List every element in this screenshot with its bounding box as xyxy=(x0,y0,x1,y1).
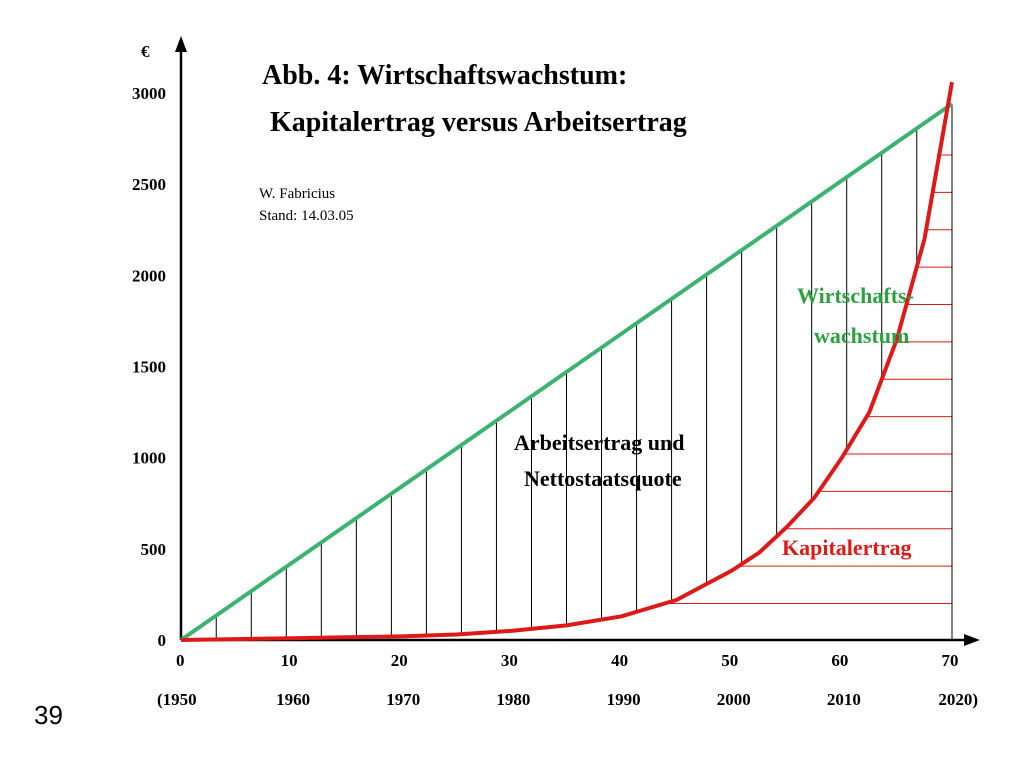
x-tick-label: 70 xyxy=(942,651,959,670)
x-year-label: (1950 xyxy=(157,690,197,709)
labor-label-line1: Arbeitsertrag und xyxy=(514,430,684,455)
capital-income-hatching xyxy=(664,103,953,640)
capital-label: Kapitalertrag xyxy=(782,535,912,560)
x-year-label: 1990 xyxy=(607,690,641,709)
x-tick-label: 0 xyxy=(176,651,185,670)
x-tick-label: 50 xyxy=(721,651,738,670)
y-tick-label: 0 xyxy=(158,631,167,650)
x-year-label: 2010 xyxy=(827,690,861,709)
x-year-label: 1970 xyxy=(386,690,420,709)
y-axis-arrow xyxy=(175,36,187,52)
capital-line xyxy=(180,81,954,642)
y-tick-label: 2000 xyxy=(132,266,166,285)
date-note: Stand: 14.03.05 xyxy=(259,208,354,224)
x-tick-label: 20 xyxy=(391,651,408,670)
labor-income-hatching xyxy=(215,128,918,640)
x-year-label: 2000 xyxy=(717,690,751,709)
growth-label-line2: wachstum xyxy=(814,323,909,348)
growth-label-line1: Wirtschafts- xyxy=(797,283,914,308)
chart-title: Abb. 4: Wirtschaftswachstum: xyxy=(262,60,627,91)
y-tick-label: 500 xyxy=(141,540,167,559)
x-tick-label: 30 xyxy=(501,651,518,670)
labor-label-line2: Nettostaatsquote xyxy=(524,466,682,491)
author-note: W. Fabricius xyxy=(259,186,335,202)
x-tick-label: 10 xyxy=(281,651,298,670)
y-tick-label: 1000 xyxy=(132,449,166,468)
chart-subtitle: Kapitalertrag versus Arbeitsertrag xyxy=(270,107,687,138)
x-year-label: 2020) xyxy=(938,690,978,709)
y-axis-ticks: 0 500 1000 1500 2000 2500 3000 xyxy=(132,84,166,650)
x-year-label: 1960 xyxy=(276,690,310,709)
y-tick-label: 1500 xyxy=(132,358,166,377)
x-year-label: 1980 xyxy=(496,690,530,709)
x-tick-label: 40 xyxy=(611,651,628,670)
x-axis-ticks: 0 (1950 10 1960 20 1970 30 1980 40 1990 50 2000 60 20… xyxy=(157,651,978,709)
x-axis-arrow xyxy=(964,634,980,646)
y-tick-label: 3000 xyxy=(132,84,166,103)
y-unit-label: € xyxy=(141,42,150,61)
growth-line xyxy=(179,102,954,642)
slide-number: 39 xyxy=(34,700,63,730)
y-tick-label: 2500 xyxy=(132,175,166,194)
x-tick-label: 60 xyxy=(831,651,848,670)
